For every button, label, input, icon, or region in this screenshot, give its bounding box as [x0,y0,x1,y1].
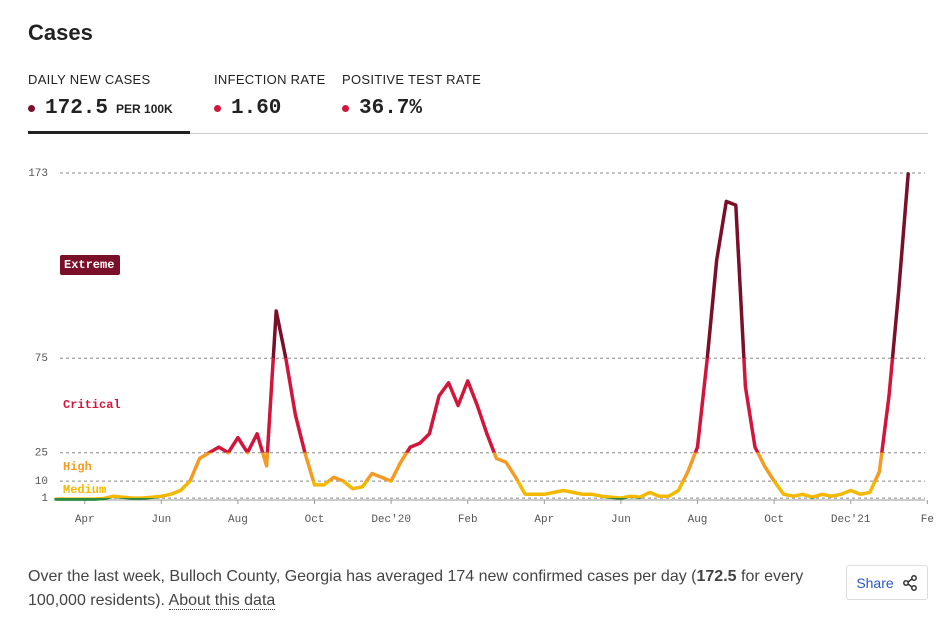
y-tick-label: 75 [35,353,48,365]
x-tick-label: Jun [611,514,631,526]
share-label: Share [856,574,894,591]
x-tick-label: Feb [458,514,478,526]
x-tick-label: Dec'21 [831,514,871,526]
tab-dot [214,105,221,112]
x-tick-label: Oct [764,514,784,526]
tab-dot [28,105,35,112]
x-tick-label: Aug [228,514,248,526]
tab-value: 36.7% [359,97,423,120]
tab-dot [342,105,349,112]
x-tick-label: Dec'20 [371,514,411,526]
summary-text: for every 100,000 residents). [28,568,804,609]
cases-line [54,172,910,501]
tab-rule [28,133,928,134]
y-tick-label: 1 [41,493,48,505]
x-tick-label: Fe [921,514,934,526]
chart: 1 10 25 75 173 Apr Jun Aug Oct Dec'20 Feb Apr Jun Aug… [28,168,934,526]
y-tick-label: 25 [35,448,48,460]
x-tick-label: Jun [151,514,171,526]
tab-label: INFECTION RATE [214,72,326,87]
tab: INFECTION RATE 1.60 [214,72,326,120]
x-tick-label: Apr [75,514,95,526]
tab-label: POSITIVE TEST RATE [342,72,482,87]
active-tab-underline [28,131,190,134]
about-link[interactable]: About this data [168,592,276,610]
band-label: Extreme [64,258,114,272]
tab-value: 1.60 [231,97,282,120]
summary-text: Over the last week, Bulloch County, Geor… [28,568,697,585]
y-tick-label: 10 [35,476,48,488]
tab-value-row: 172.5 PER 100K [28,97,173,120]
summary-bold: 172.5 [696,568,737,585]
tab[interactable]: DAILY NEW CASES 172.5 PER 100K [28,72,173,120]
tab-label: DAILY NEW CASES [28,72,151,87]
y-tick-label: 173 [28,168,48,180]
tab: POSITIVE TEST RATE 36.7% [342,72,481,120]
tab-value-row: 36.7% [342,97,481,120]
tab-value-row: 1.60 [214,97,326,120]
share-button[interactable]: Share [846,565,928,600]
tab-unit: PER 100K [116,101,173,116]
tab-value: 172.5 [45,97,109,120]
band-badge [60,255,120,275]
summary: Over the last week, Bulloch County, Geor… [28,565,808,613]
band-label: High [63,460,92,474]
band-label: Critical [63,398,121,412]
x-tick-label: Aug [688,514,708,526]
share-icon [902,574,917,591]
band-label: Medium [63,483,106,497]
title: Cases [28,20,93,45]
x-tick-label: Oct [305,514,325,526]
x-tick-label: Apr [534,514,554,526]
